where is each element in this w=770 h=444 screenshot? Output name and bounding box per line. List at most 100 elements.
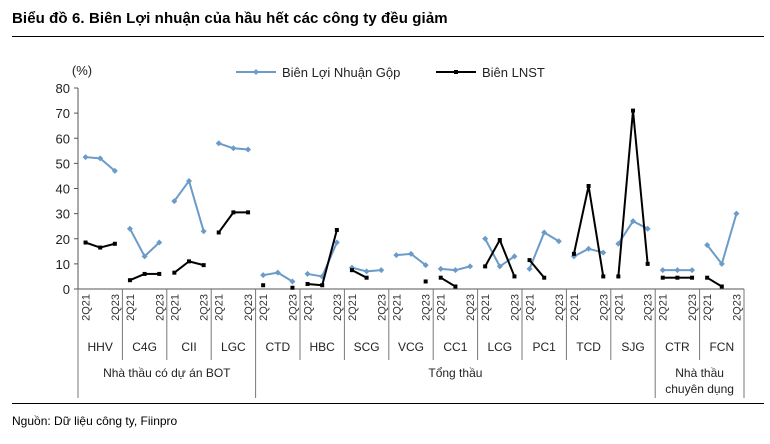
y-tick-label: 10 bbox=[56, 257, 70, 272]
x-period-label: 2Q23 bbox=[199, 294, 211, 321]
net-margin-point bbox=[201, 263, 206, 268]
gross-margin-point bbox=[245, 146, 252, 153]
company-label: CTR bbox=[665, 340, 690, 354]
company-label: LGC bbox=[221, 340, 246, 354]
y-tick-label: 50 bbox=[56, 156, 70, 171]
gross-margin-point bbox=[467, 263, 474, 270]
x-period-label: 2Q21 bbox=[214, 294, 226, 321]
company-label: PC1 bbox=[533, 340, 557, 354]
gross-margin-point bbox=[482, 235, 489, 242]
net-margin-point bbox=[127, 278, 132, 283]
y-tick-label: 60 bbox=[56, 131, 70, 146]
net-margin-point bbox=[453, 284, 458, 289]
net-margin-point bbox=[231, 210, 236, 215]
x-period-label: 2Q23 bbox=[110, 294, 122, 321]
net-line-segment bbox=[484, 239, 501, 267]
gross-line-segment bbox=[351, 266, 367, 273]
legend-net-marker bbox=[454, 70, 458, 74]
gross-margin-point bbox=[363, 268, 370, 275]
gross-line-segment bbox=[632, 220, 649, 230]
gross-margin-point bbox=[274, 269, 281, 276]
gross-margin-point bbox=[304, 270, 311, 277]
gross-margin-point bbox=[186, 177, 192, 184]
x-period-label: 2Q23 bbox=[643, 294, 655, 321]
x-period-label: 2Q23 bbox=[687, 294, 699, 321]
gross-margin-point bbox=[230, 145, 237, 152]
x-period-label: 2Q23 bbox=[731, 294, 743, 321]
gross-margin-point bbox=[615, 240, 622, 247]
gross-margin-point bbox=[126, 225, 133, 232]
x-period-label: 2Q23 bbox=[554, 294, 566, 321]
gross-margin-point bbox=[600, 249, 607, 256]
bottom-divider bbox=[12, 403, 764, 404]
net-margin-point bbox=[246, 210, 251, 215]
gross-margin-point bbox=[156, 239, 163, 246]
y-tick-label: 20 bbox=[56, 232, 70, 247]
gross-margin-point bbox=[674, 267, 681, 274]
company-label: CII bbox=[181, 340, 196, 354]
gross-margin-point bbox=[393, 252, 400, 259]
net-margin-point bbox=[483, 264, 488, 269]
net-margin-point bbox=[187, 259, 191, 264]
net-margin-point bbox=[616, 274, 621, 279]
y-axis-unit-label: (%) bbox=[72, 63, 92, 78]
net-margin-point bbox=[172, 270, 177, 275]
group-label: Nhà thầu có dự án BOT bbox=[103, 366, 231, 380]
net-margin-point bbox=[112, 241, 117, 246]
gross-line-segment bbox=[499, 255, 516, 268]
chart-title: Biểu đồ 6. Biên Lợi nhuận của hầu hết cá… bbox=[12, 10, 448, 27]
net-line-segment bbox=[617, 110, 634, 277]
x-period-label: 2Q21 bbox=[169, 294, 181, 321]
gross-margin-point bbox=[260, 272, 267, 279]
x-period-label: 2Q23 bbox=[465, 294, 477, 321]
gross-margin-point bbox=[422, 262, 429, 269]
gross-margin-point bbox=[644, 225, 651, 232]
x-period-label: 2Q23 bbox=[243, 294, 255, 321]
net-margin-point bbox=[320, 283, 325, 288]
y-tick-label: 80 bbox=[56, 81, 70, 96]
net-line-segment bbox=[307, 282, 323, 287]
x-period-label: 2Q21 bbox=[81, 294, 93, 321]
company-label: HHV bbox=[88, 340, 113, 354]
gross-line-segment bbox=[173, 180, 190, 202]
company-label: HBC bbox=[310, 340, 336, 354]
x-period-label: 2Q21 bbox=[525, 294, 537, 321]
net-margin-point bbox=[438, 275, 443, 280]
company-label: CTD bbox=[265, 340, 290, 354]
gross-margin-point bbox=[200, 228, 207, 235]
gross-margin-point bbox=[97, 155, 104, 162]
gross-margin-point bbox=[452, 267, 459, 274]
x-period-label: 2Q21 bbox=[258, 294, 270, 321]
y-tick-label: 30 bbox=[56, 207, 70, 222]
net-margin-point bbox=[349, 268, 354, 273]
net-margin-point bbox=[631, 108, 635, 113]
gross-margin-point bbox=[526, 265, 533, 272]
net-line-segment bbox=[351, 269, 368, 279]
net-margin-point bbox=[690, 275, 695, 280]
legend-net-label: Biên LNST bbox=[482, 65, 545, 80]
x-period-label: 2Q21 bbox=[303, 294, 315, 321]
gross-margin-point bbox=[289, 278, 296, 285]
gross-margin-point bbox=[541, 229, 548, 236]
gross-line-segment bbox=[277, 271, 293, 283]
gross-line-segment bbox=[588, 247, 604, 254]
gross-line-segment bbox=[720, 213, 738, 265]
gross-line-segment bbox=[410, 253, 427, 266]
gross-margin-point bbox=[659, 267, 666, 274]
net-margin-point bbox=[497, 238, 502, 243]
gross-line-segment bbox=[218, 142, 234, 150]
net-margin-point bbox=[364, 275, 369, 280]
x-period-label: 2Q21 bbox=[480, 294, 492, 321]
company-label: SCG bbox=[354, 340, 380, 354]
source-note: Nguồn: Dữ liệu công ty, Fiinpro bbox=[12, 414, 178, 428]
company-label: C4G bbox=[132, 340, 157, 354]
legend-gross-marker bbox=[253, 69, 259, 75]
x-period-label: 2Q23 bbox=[421, 294, 433, 321]
gross-margin-point bbox=[171, 198, 178, 205]
gross-margin-point bbox=[689, 267, 696, 274]
gross-line-segment bbox=[573, 247, 590, 258]
gross-line-segment bbox=[706, 244, 723, 265]
net-margin-point bbox=[571, 251, 576, 256]
x-period-label: 2Q23 bbox=[154, 294, 166, 321]
